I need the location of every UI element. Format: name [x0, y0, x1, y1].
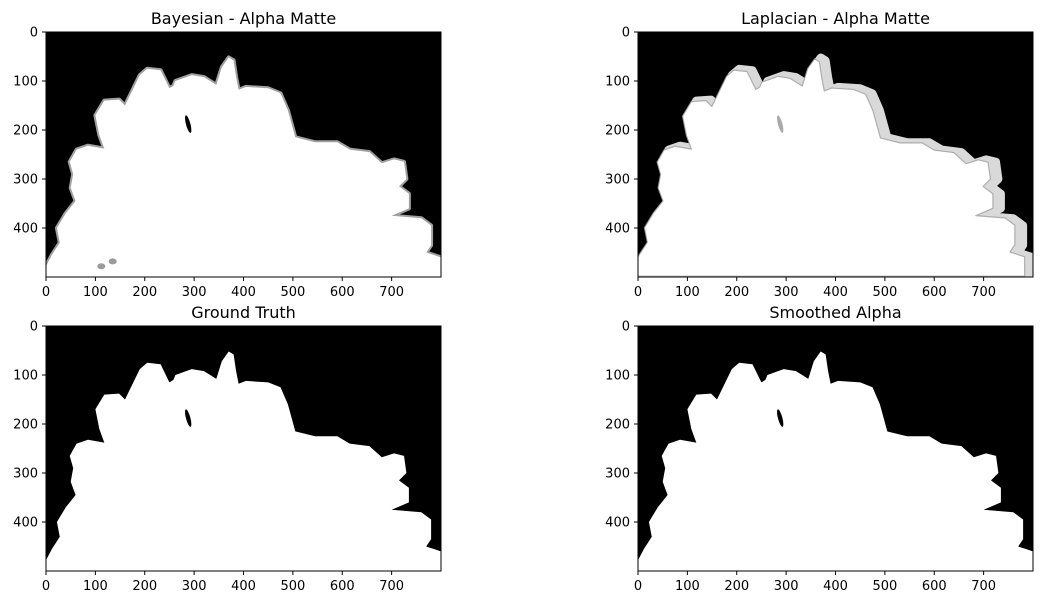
- y-tick-label: 300: [13, 467, 38, 482]
- x-tick-label: 600: [922, 285, 947, 300]
- x-tick-label: 300: [774, 579, 799, 594]
- x-tick-label: 0: [634, 579, 642, 594]
- x-tick-label: 600: [330, 579, 355, 594]
- x-tick-label: 300: [774, 285, 799, 300]
- matte-image: [46, 351, 441, 571]
- x-tick-label: 200: [132, 579, 157, 594]
- y-tick-label: 0: [30, 26, 38, 41]
- matte-image: [46, 55, 441, 277]
- x-tick-label: 200: [132, 285, 157, 300]
- x-tick-label: 600: [330, 285, 355, 300]
- x-tick-label: 200: [724, 285, 749, 300]
- matte-image: [638, 351, 1033, 571]
- y-tick-label: 0: [30, 320, 38, 335]
- y-tick-label: 300: [605, 467, 630, 482]
- y-tick-label: 400: [13, 516, 38, 531]
- y-tick-label: 400: [605, 222, 630, 237]
- x-tick-label: 400: [231, 285, 256, 300]
- x-tick-label: 0: [42, 285, 50, 300]
- x-tick-label: 500: [280, 285, 305, 300]
- subplot-title: Ground Truth: [191, 303, 296, 322]
- foreground-mask: [46, 57, 441, 277]
- y-tick-label: 400: [605, 516, 630, 531]
- matte-image: [638, 53, 1033, 277]
- y-tick-label: 300: [605, 173, 630, 188]
- x-tick-label: 100: [675, 579, 700, 594]
- y-tick-label: 300: [13, 173, 38, 188]
- x-tick-label: 700: [379, 579, 404, 594]
- subplot-2: Laplacian - Alpha Matte 0 100 200 300 400 500 6…: [605, 9, 1034, 300]
- y-tick-label: 100: [605, 75, 630, 90]
- y-tick-label: 200: [13, 418, 38, 433]
- y-tick-label: 200: [605, 418, 630, 433]
- x-tick-label: 300: [182, 285, 207, 300]
- petal-gap: [185, 115, 192, 133]
- y-tick-label: 200: [605, 124, 630, 139]
- x-tick-label: 100: [83, 579, 108, 594]
- subplot-1: Bayesian - Alpha Matte 0 100 200 300 400 500 60…: [13, 9, 442, 300]
- foreground-mask: [638, 58, 1026, 277]
- x-tick-label: 0: [42, 579, 50, 594]
- x-tick-label: 500: [280, 579, 305, 594]
- y-tick-label: 100: [13, 369, 38, 384]
- subplot-title: Smoothed Alpha: [769, 303, 901, 322]
- subplot-3: Ground Truth 0 100 200 300 400 500 600 700 0 100 20…: [13, 303, 442, 594]
- y-tick-label: 100: [605, 369, 630, 384]
- x-tick-label: 500: [872, 579, 897, 594]
- foreground-mask: [46, 351, 441, 571]
- y-tick-label: 100: [13, 75, 38, 90]
- x-tick-label: 700: [971, 579, 996, 594]
- x-tick-label: 700: [379, 285, 404, 300]
- x-tick-label: 300: [182, 579, 207, 594]
- x-tick-label: 0: [634, 285, 642, 300]
- subplot-title: Laplacian - Alpha Matte: [741, 9, 930, 28]
- y-tick-label: 0: [622, 26, 630, 41]
- x-tick-label: 400: [823, 579, 848, 594]
- x-tick-label: 100: [83, 285, 108, 300]
- x-tick-label: 200: [724, 579, 749, 594]
- subplot-title: Bayesian - Alpha Matte: [151, 9, 336, 28]
- x-tick-label: 400: [231, 579, 256, 594]
- matte-speck: [97, 263, 106, 270]
- matte-speck: [108, 258, 117, 265]
- x-tick-label: 100: [675, 285, 700, 300]
- petal-gap: [777, 409, 784, 427]
- x-tick-label: 500: [872, 285, 897, 300]
- x-tick-label: 700: [971, 285, 996, 300]
- y-tick-label: 200: [13, 124, 38, 139]
- petal-gap: [185, 409, 192, 427]
- subplot-4: Smoothed Alpha 0 100 200 300 400 500 600 700 0 100…: [605, 303, 1034, 594]
- petal-gap: [777, 115, 784, 133]
- y-tick-label: 0: [622, 320, 630, 335]
- foreground-mask: [638, 351, 1033, 571]
- x-tick-label: 400: [823, 285, 848, 300]
- x-tick-label: 600: [922, 579, 947, 594]
- y-tick-label: 400: [13, 222, 38, 237]
